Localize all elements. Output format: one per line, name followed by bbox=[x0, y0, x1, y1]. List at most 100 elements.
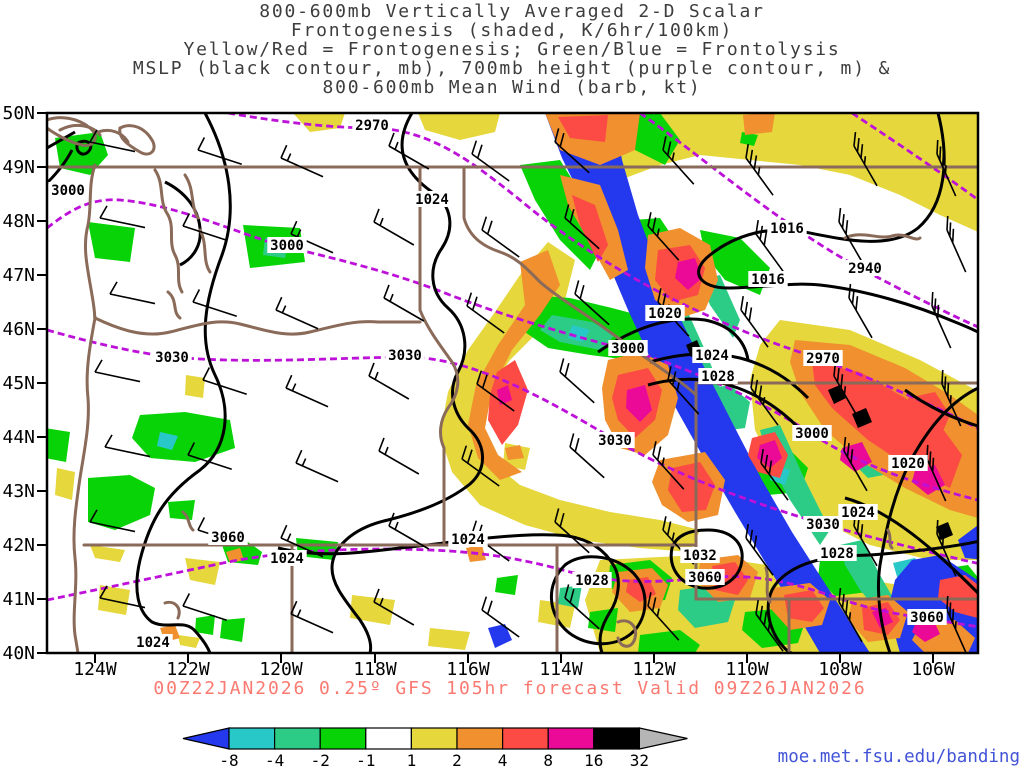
contour-label: 1020 bbox=[648, 306, 682, 322]
shading-blob bbox=[195, 615, 215, 635]
shading-blob bbox=[497, 385, 512, 405]
wind-barb bbox=[368, 362, 410, 400]
lat-tick-label: 40N bbox=[2, 643, 35, 664]
border-path bbox=[153, 168, 184, 294]
contour-label-box bbox=[845, 260, 885, 276]
lat-tick-label: 46N bbox=[2, 319, 35, 340]
shading-blob bbox=[55, 468, 75, 500]
latitude-axis: 50N 49N 48N 47N 46N 45N 44N 43N 42N 41N 40N bbox=[2, 103, 47, 664]
height-contour bbox=[639, 113, 978, 329]
colorbar-segment bbox=[410, 727, 458, 750]
contour-label-box bbox=[352, 117, 392, 133]
colorbar-tick-label: 16 bbox=[584, 751, 603, 768]
lat-tick-label: 50N bbox=[2, 103, 35, 124]
border-path bbox=[166, 290, 182, 320]
shading-blob bbox=[495, 575, 518, 595]
shading-blob bbox=[675, 258, 702, 290]
contour-label-box bbox=[803, 350, 843, 366]
contour-label-box bbox=[48, 182, 88, 198]
lon-tick-label: 116W bbox=[446, 659, 490, 680]
title-line: 800-600mb Mean Wind (barb, kt) bbox=[322, 77, 701, 98]
wind-barb bbox=[109, 281, 156, 305]
wind-barb bbox=[461, 445, 500, 487]
contour-label-box bbox=[645, 305, 685, 321]
wind-barb bbox=[755, 600, 784, 652]
wind-barb bbox=[476, 370, 515, 412]
lon-tick-label: 122W bbox=[166, 659, 210, 680]
longitude-axis: 124W 122W 120W 118W 116W 114W 112W 110W 108W 106W bbox=[73, 653, 955, 680]
lat-tick-label: 45N bbox=[2, 373, 35, 394]
contour-label-box bbox=[133, 634, 173, 650]
shading-blob bbox=[90, 545, 125, 562]
colorbar-tick-label: 4 bbox=[498, 751, 508, 768]
shading-blob bbox=[98, 585, 130, 615]
contour-label: 1024 bbox=[270, 551, 304, 567]
mslp-contour bbox=[75, 139, 93, 156]
contour-label-box bbox=[803, 516, 843, 532]
wind-barb bbox=[373, 588, 415, 626]
wind-barb bbox=[745, 524, 774, 576]
contour-label: 3030 bbox=[388, 348, 422, 364]
shading-blob bbox=[572, 195, 608, 262]
contour-label: 1024 bbox=[451, 532, 485, 548]
contour-label: 1024 bbox=[695, 348, 729, 364]
wind-barb bbox=[94, 359, 141, 383]
credit-url-link[interactable]: moe.met.fsu.edu/banding bbox=[778, 747, 1020, 767]
mslp-contour bbox=[904, 388, 978, 428]
wind-barb bbox=[647, 212, 680, 261]
wind-barb bbox=[838, 587, 863, 643]
lon-tick-label: 110W bbox=[725, 659, 769, 680]
wind-barb bbox=[647, 592, 680, 641]
wind-barb bbox=[89, 129, 136, 153]
wind-barb bbox=[843, 436, 868, 492]
colorbar-tick-label: 32 bbox=[630, 751, 649, 768]
colorbar-segment bbox=[456, 727, 504, 750]
wind-barb bbox=[838, 207, 863, 263]
wind-barb bbox=[295, 449, 339, 483]
contour-label-box bbox=[208, 529, 248, 545]
contour-label: 1028 bbox=[575, 573, 609, 589]
wind-barb bbox=[373, 208, 415, 246]
contour-label: 3060 bbox=[211, 530, 245, 546]
contour-label: 2940 bbox=[848, 261, 882, 277]
wind-barb bbox=[833, 361, 858, 417]
shading-blob bbox=[668, 462, 715, 512]
colorbar-segment bbox=[547, 727, 595, 750]
contour-label-box bbox=[152, 349, 192, 365]
wind-barb bbox=[383, 284, 425, 322]
mslp-contour bbox=[164, 180, 202, 267]
colorbar-segment bbox=[593, 727, 640, 750]
shading-blob bbox=[558, 585, 582, 608]
mslp-contour bbox=[597, 317, 750, 361]
mslp-contour bbox=[766, 539, 978, 653]
wind-barb bbox=[285, 374, 329, 408]
map-area: 2970 2940 3000 3000 3000 2970 3030 3030 3030 3000… bbox=[47, 113, 978, 653]
wind-barb bbox=[554, 128, 590, 174]
title-line: Yellow/Red = Frontogenesis; Green/Blue =… bbox=[183, 39, 840, 60]
colorbar-left-arrow bbox=[182, 727, 230, 750]
shading-blob bbox=[743, 113, 775, 135]
contour-label-box bbox=[767, 220, 807, 236]
contour-label-box bbox=[267, 237, 307, 253]
wind-barb bbox=[946, 595, 967, 653]
wind-barb bbox=[388, 132, 430, 170]
shading-blob bbox=[488, 360, 528, 445]
colorbar-tick-label: 8 bbox=[543, 751, 553, 768]
colorbar-tick-label: -2 bbox=[311, 751, 330, 768]
contour-label: 1028 bbox=[701, 369, 735, 385]
wind-barb bbox=[290, 600, 334, 634]
shading-blob bbox=[157, 432, 178, 450]
border-path bbox=[462, 165, 698, 397]
lon-tick-label: 106W bbox=[911, 659, 955, 680]
contour-label-box bbox=[267, 550, 307, 566]
lon-tick-label: 112W bbox=[632, 659, 676, 680]
shading-blob bbox=[740, 132, 758, 146]
wind-barb bbox=[388, 512, 430, 550]
contour-label: 1016 bbox=[770, 221, 804, 237]
shading-blob bbox=[88, 222, 135, 262]
contour-label-box bbox=[817, 545, 857, 561]
colorbar-tick-label: -1 bbox=[356, 751, 375, 768]
mslp-contour bbox=[277, 533, 620, 653]
contour-label: 1032 bbox=[683, 548, 717, 564]
contour-label: 3060 bbox=[910, 610, 944, 626]
